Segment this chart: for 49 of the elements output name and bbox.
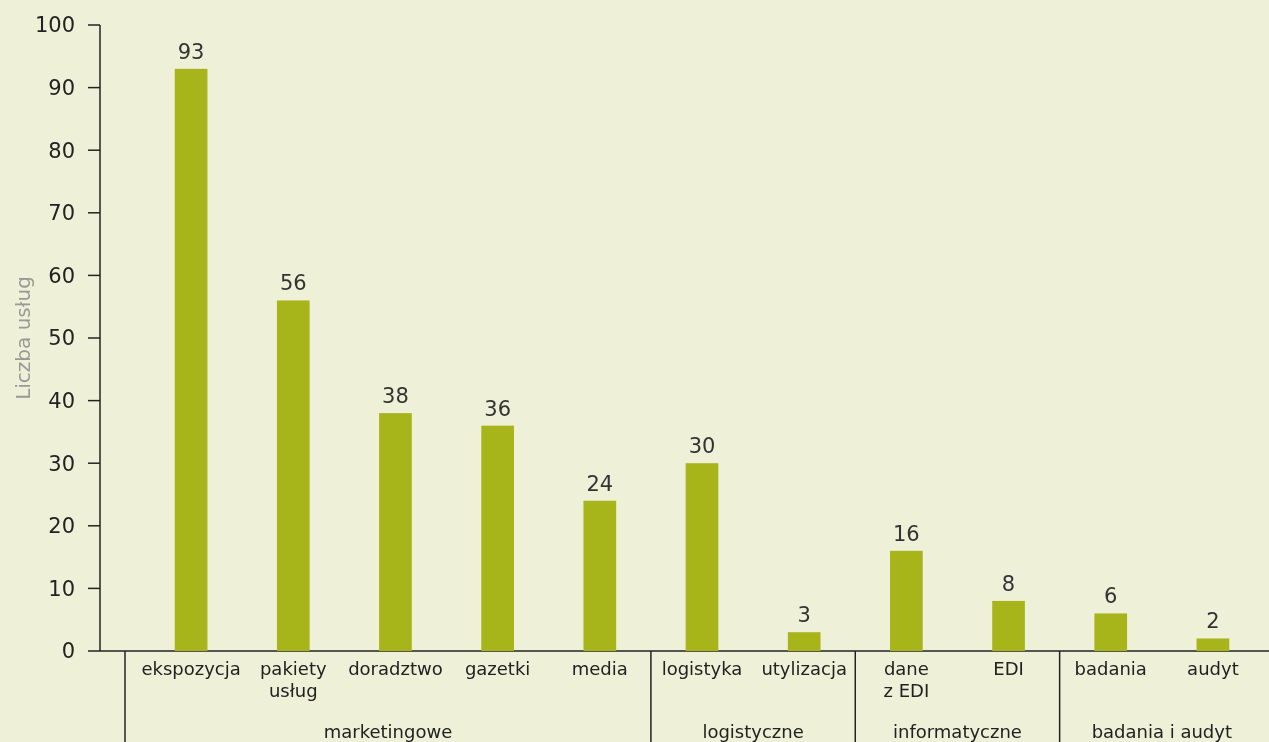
bar [481, 425, 514, 651]
bar [992, 600, 1025, 651]
x-tick-label: doradztwo [348, 658, 443, 679]
y-tick-label: 20 [48, 514, 75, 539]
y-tick-label: 30 [48, 451, 75, 476]
data-label: 2 [1206, 609, 1220, 634]
text: marketingowe [323, 721, 453, 742]
x-tick-label: utylizacja [761, 658, 847, 679]
bar [1094, 613, 1128, 651]
data-label: 6 [1104, 584, 1118, 609]
data-label: 56 [279, 271, 307, 296]
x-tick-label: EDI [993, 658, 1024, 679]
data-label: 3 [797, 603, 811, 628]
data-label: 93 [177, 39, 205, 64]
x-tick-label: gazetki [464, 658, 531, 679]
x-tick-label: dane z EDI [883, 658, 930, 701]
y-tick-label: 80 [48, 138, 75, 163]
data-label: 30 [688, 434, 716, 459]
data-label: 36 [484, 396, 511, 421]
text: logistyczne [702, 721, 804, 742]
bar [379, 413, 412, 651]
y-tick-label: 70 [48, 201, 75, 226]
y-tick-label: 100 [34, 13, 75, 38]
text: badania i audyt [1091, 721, 1233, 742]
x-tick-label: audyt [1187, 658, 1239, 679]
bar [583, 500, 617, 651]
bar [1196, 638, 1230, 651]
data-label: 8 [1001, 571, 1016, 596]
bar [276, 300, 310, 651]
y-tick-label: 10 [48, 576, 75, 601]
bar [890, 550, 923, 651]
y-tick-label: 50 [48, 326, 75, 351]
y-tick-label: 90 [48, 75, 75, 100]
x-tick-label: pakiety usług [259, 658, 327, 701]
x-tick-label: media [571, 658, 628, 679]
data-label: 24 [586, 471, 614, 496]
x-tick-label: badania [1074, 658, 1147, 679]
bar [787, 632, 821, 651]
x-tick-label: ekspozycja [141, 658, 241, 679]
y-axis-title: Liczba usług [11, 276, 35, 400]
y-tick-label: 40 [48, 388, 75, 413]
bar [174, 68, 208, 651]
y-tick-label: 60 [48, 263, 75, 288]
data-label: 16 [893, 521, 920, 546]
x-tick-label: logistyka [661, 658, 743, 679]
bar [685, 463, 719, 651]
text: informatyczne [892, 721, 1022, 742]
y-tick-label: 0 [61, 639, 75, 664]
data-label: 38 [382, 384, 409, 409]
